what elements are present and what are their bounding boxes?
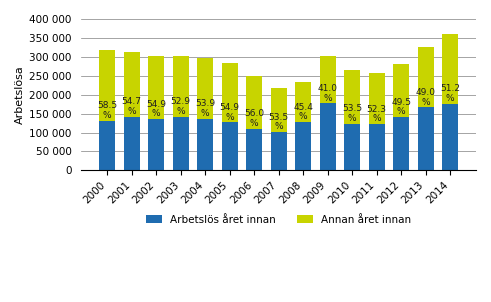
Bar bbox=[320, 103, 336, 170]
Bar bbox=[418, 107, 434, 170]
Text: 53.5
%: 53.5 % bbox=[269, 113, 289, 131]
Bar bbox=[222, 63, 238, 122]
Bar bbox=[418, 47, 434, 107]
Bar bbox=[148, 56, 164, 119]
Bar bbox=[99, 50, 115, 120]
Bar bbox=[197, 119, 213, 170]
Bar bbox=[197, 58, 213, 119]
Bar bbox=[148, 119, 164, 170]
Bar bbox=[173, 56, 189, 117]
Text: 52.3
%: 52.3 % bbox=[367, 105, 386, 124]
Bar bbox=[344, 70, 360, 124]
Bar bbox=[295, 82, 311, 122]
Text: 49.5
%: 49.5 % bbox=[391, 98, 411, 116]
Bar bbox=[393, 64, 409, 117]
Bar bbox=[393, 117, 409, 170]
Bar bbox=[124, 52, 140, 117]
Text: 54.7
%: 54.7 % bbox=[122, 98, 142, 116]
Text: 41.0
%: 41.0 % bbox=[318, 84, 338, 103]
Bar bbox=[246, 129, 262, 170]
Bar bbox=[369, 124, 384, 170]
Bar bbox=[222, 122, 238, 170]
Text: 51.2
%: 51.2 % bbox=[440, 85, 460, 103]
Y-axis label: Arbetslösa: Arbetslösa bbox=[15, 65, 25, 124]
Bar bbox=[344, 124, 360, 170]
Bar bbox=[271, 88, 287, 132]
Bar bbox=[99, 120, 115, 170]
Bar bbox=[246, 76, 262, 129]
Legend: Arbetslös året innan, Annan året innan: Arbetslös året innan, Annan året innan bbox=[142, 210, 415, 229]
Bar bbox=[442, 34, 458, 104]
Text: 54.9
%: 54.9 % bbox=[146, 100, 166, 118]
Bar bbox=[173, 117, 189, 170]
Bar bbox=[271, 132, 287, 170]
Text: 53.9
%: 53.9 % bbox=[195, 99, 215, 118]
Text: 56.0
%: 56.0 % bbox=[244, 110, 264, 128]
Bar bbox=[124, 117, 140, 170]
Bar bbox=[369, 73, 384, 124]
Text: 54.9
%: 54.9 % bbox=[219, 103, 240, 121]
Text: 58.5
%: 58.5 % bbox=[97, 101, 117, 120]
Text: 49.0
%: 49.0 % bbox=[415, 88, 436, 107]
Bar bbox=[320, 56, 336, 103]
Bar bbox=[295, 122, 311, 170]
Text: 53.5
%: 53.5 % bbox=[342, 104, 362, 123]
Text: 52.9
%: 52.9 % bbox=[171, 97, 191, 116]
Text: 45.4
%: 45.4 % bbox=[293, 103, 313, 121]
Bar bbox=[442, 104, 458, 170]
